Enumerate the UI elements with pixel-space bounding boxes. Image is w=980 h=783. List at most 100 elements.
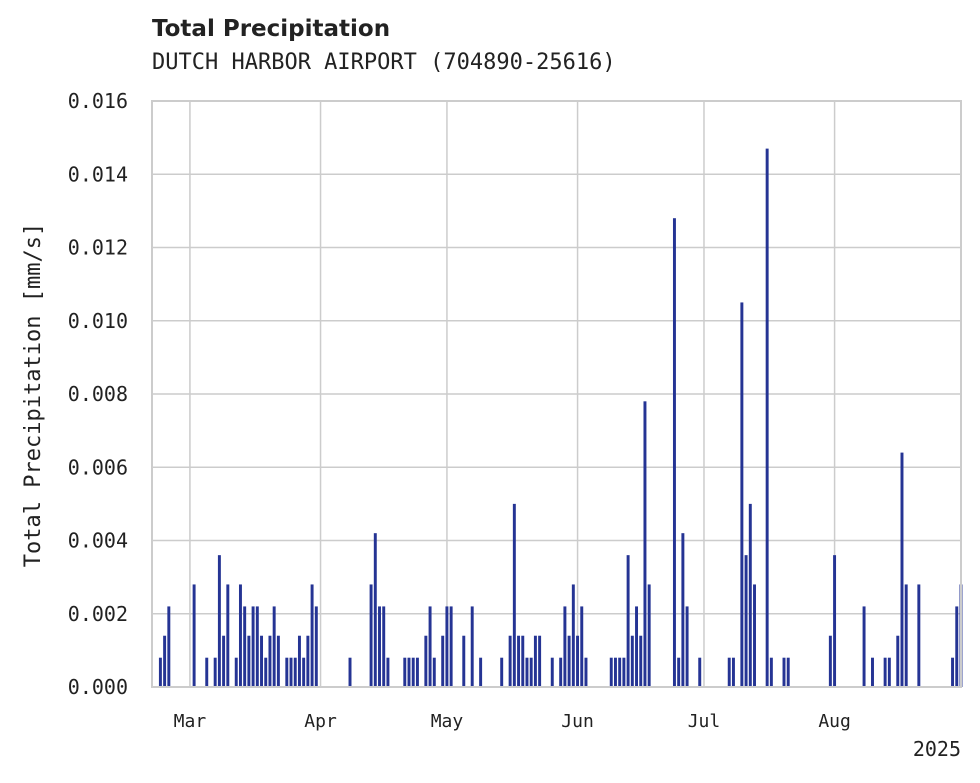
precip-bar — [550, 657, 554, 687]
precip-bar — [533, 635, 537, 687]
precip-bar — [272, 606, 276, 687]
precip-bar — [500, 657, 504, 687]
precip-bar — [424, 635, 428, 687]
precip-bar — [289, 657, 293, 687]
precip-bar — [580, 606, 584, 687]
precip-bar — [896, 635, 900, 687]
precip-bar — [559, 657, 563, 687]
y-axis-ticks: 0.000 0.002 0.004 0.006 0.008 0.010 0.012 0.014… — [68, 89, 128, 699]
precip-bar — [731, 657, 735, 687]
precip-bar — [883, 657, 887, 687]
precip-bar — [276, 635, 280, 687]
precip-bar — [407, 657, 411, 687]
precip-bar — [765, 148, 769, 688]
precip-bar — [306, 635, 310, 687]
precip-bar — [369, 584, 373, 687]
precip-bar — [243, 606, 247, 687]
precip-bar — [517, 635, 521, 687]
precip-bar — [285, 657, 289, 687]
y-tick-label: 0.010 — [68, 309, 128, 333]
precip-bar — [685, 606, 689, 687]
precip-bar — [403, 657, 407, 687]
precip-bar — [529, 657, 533, 687]
precip-bar — [622, 657, 626, 687]
precip-bar — [462, 635, 466, 687]
precip-bar — [314, 606, 318, 687]
precip-bar — [205, 657, 209, 687]
precip-bar — [635, 606, 639, 687]
precip-bar — [563, 606, 567, 687]
precip-bar — [441, 635, 445, 687]
precip-bar — [887, 657, 891, 687]
precip-bar — [672, 218, 676, 687]
y-tick-label: 0.000 — [68, 675, 128, 699]
precip-bar — [238, 584, 242, 687]
x-tick-label: Apr — [304, 711, 337, 732]
precip-bar — [567, 635, 571, 687]
precip-bar — [576, 635, 580, 687]
precip-bar — [293, 657, 297, 687]
precip-bar — [639, 635, 643, 687]
precip-bar — [432, 657, 436, 687]
bar-series — [158, 148, 963, 688]
precip-bar — [255, 606, 259, 687]
y-tick-label: 0.012 — [68, 236, 128, 260]
precip-bar — [373, 533, 377, 687]
plot-frame — [151, 100, 962, 688]
precip-bar — [677, 657, 681, 687]
precip-bar — [525, 657, 529, 687]
x-tick-label: Jul — [688, 711, 721, 732]
precip-bar — [786, 657, 790, 687]
precip-bar — [917, 584, 921, 687]
precip-bar — [833, 555, 837, 687]
precip-bar — [222, 635, 226, 687]
precip-bar — [251, 606, 255, 687]
precip-bar — [411, 657, 415, 687]
precip-bar — [445, 606, 449, 687]
precip-bar — [415, 657, 419, 687]
precip-bar — [264, 657, 268, 687]
precip-bar — [428, 606, 432, 687]
precip-bar — [609, 657, 613, 687]
precip-bar — [302, 657, 306, 687]
grid-lines — [152, 100, 961, 688]
precip-bar — [192, 584, 196, 687]
chart-subtitle: DUTCH HARBOR AIRPORT (704890-25616) — [152, 50, 616, 75]
precip-bar — [904, 584, 908, 687]
precip-bar — [727, 657, 731, 687]
precip-bar — [310, 584, 314, 687]
precip-bar — [681, 533, 685, 687]
precip-bar — [348, 657, 352, 687]
precip-bar — [158, 657, 162, 687]
y-tick-label: 0.006 — [68, 455, 128, 479]
precip-bar — [698, 657, 702, 687]
precip-bar — [748, 503, 752, 687]
precip-bar — [508, 635, 512, 687]
y-axis-label: Total Precipitation [mm/s] — [21, 223, 46, 567]
precip-bar — [862, 606, 866, 687]
y-tick-label: 0.016 — [68, 89, 128, 113]
precip-bar — [167, 606, 171, 687]
precip-bar — [613, 657, 617, 687]
precip-bar — [753, 584, 756, 687]
precip-bar — [618, 657, 622, 687]
precip-bar — [900, 452, 904, 687]
precip-bar — [626, 555, 630, 687]
y-tick-label: 0.014 — [68, 162, 128, 186]
year-label: 2025 — [913, 737, 961, 761]
precip-bar — [213, 657, 217, 687]
precip-bar — [268, 635, 272, 687]
precip-bar — [647, 584, 651, 687]
precip-bar — [247, 635, 251, 687]
precip-bar — [479, 657, 483, 687]
precip-bar — [828, 635, 832, 687]
precip-bar — [386, 657, 390, 687]
precip-bar — [871, 657, 874, 687]
x-tick-label: Jun — [561, 711, 594, 732]
precip-bar — [643, 401, 647, 687]
chart-title: Total Precipitation — [152, 16, 391, 42]
precip-bar — [226, 584, 230, 687]
precip-bar — [630, 635, 634, 687]
precip-bar — [951, 657, 955, 687]
